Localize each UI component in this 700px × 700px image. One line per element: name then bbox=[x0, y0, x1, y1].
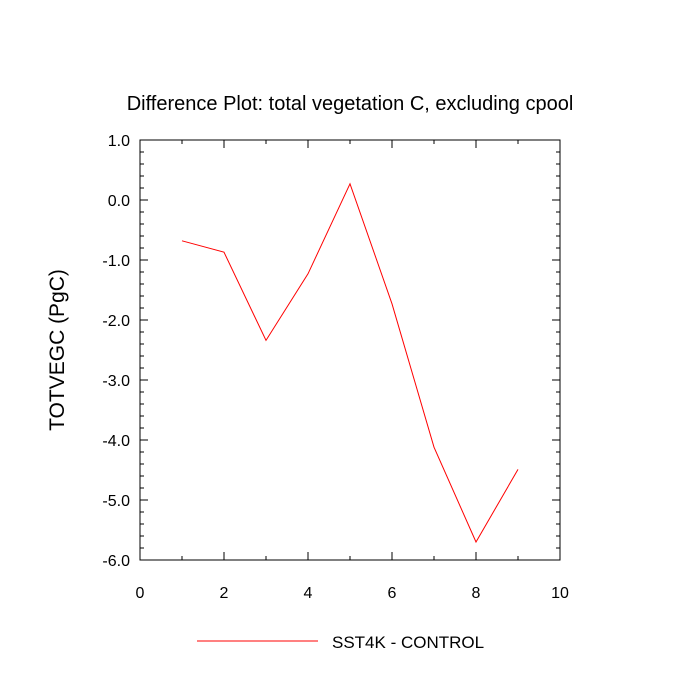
legend: SST4K - CONTROL bbox=[197, 633, 484, 652]
x-tick-label: 6 bbox=[388, 585, 397, 602]
x-tick-label: 4 bbox=[304, 585, 313, 602]
y-tick-label: -1.0 bbox=[102, 253, 130, 270]
y-tick-label: 0.0 bbox=[108, 193, 130, 210]
x-tick-label: 0 bbox=[136, 585, 145, 602]
series-line-0 bbox=[181, 182, 519, 544]
axis-ticks bbox=[139, 139, 561, 561]
x-tick-label: 8 bbox=[472, 585, 481, 602]
series-group bbox=[181, 182, 519, 544]
y-tick-label: -3.0 bbox=[102, 373, 130, 390]
y-axis-label: TOTVEGC (PgC) bbox=[46, 269, 69, 431]
y-tick-label: -2.0 bbox=[102, 313, 130, 330]
x-tick-label: 10 bbox=[551, 585, 569, 602]
axis-tick-labels: -6.0 -5.0 -4.0 -3.0 -2.0 -1.0 0.0 1.0 0 2 4 6 8 10 bbox=[102, 133, 569, 602]
chart-title: Difference Plot: total vegetation C, exc… bbox=[127, 93, 574, 115]
y-tick-label: 1.0 bbox=[108, 133, 130, 150]
y-tick-label: -5.0 bbox=[102, 493, 130, 510]
x-tick-label: 2 bbox=[220, 585, 229, 602]
y-tick-label: -4.0 bbox=[102, 433, 130, 450]
legend-label-sst4k-control: SST4K - CONTROL bbox=[332, 633, 484, 652]
y-tick-label: -6.0 bbox=[102, 553, 130, 570]
plot-frame bbox=[139, 139, 561, 561]
